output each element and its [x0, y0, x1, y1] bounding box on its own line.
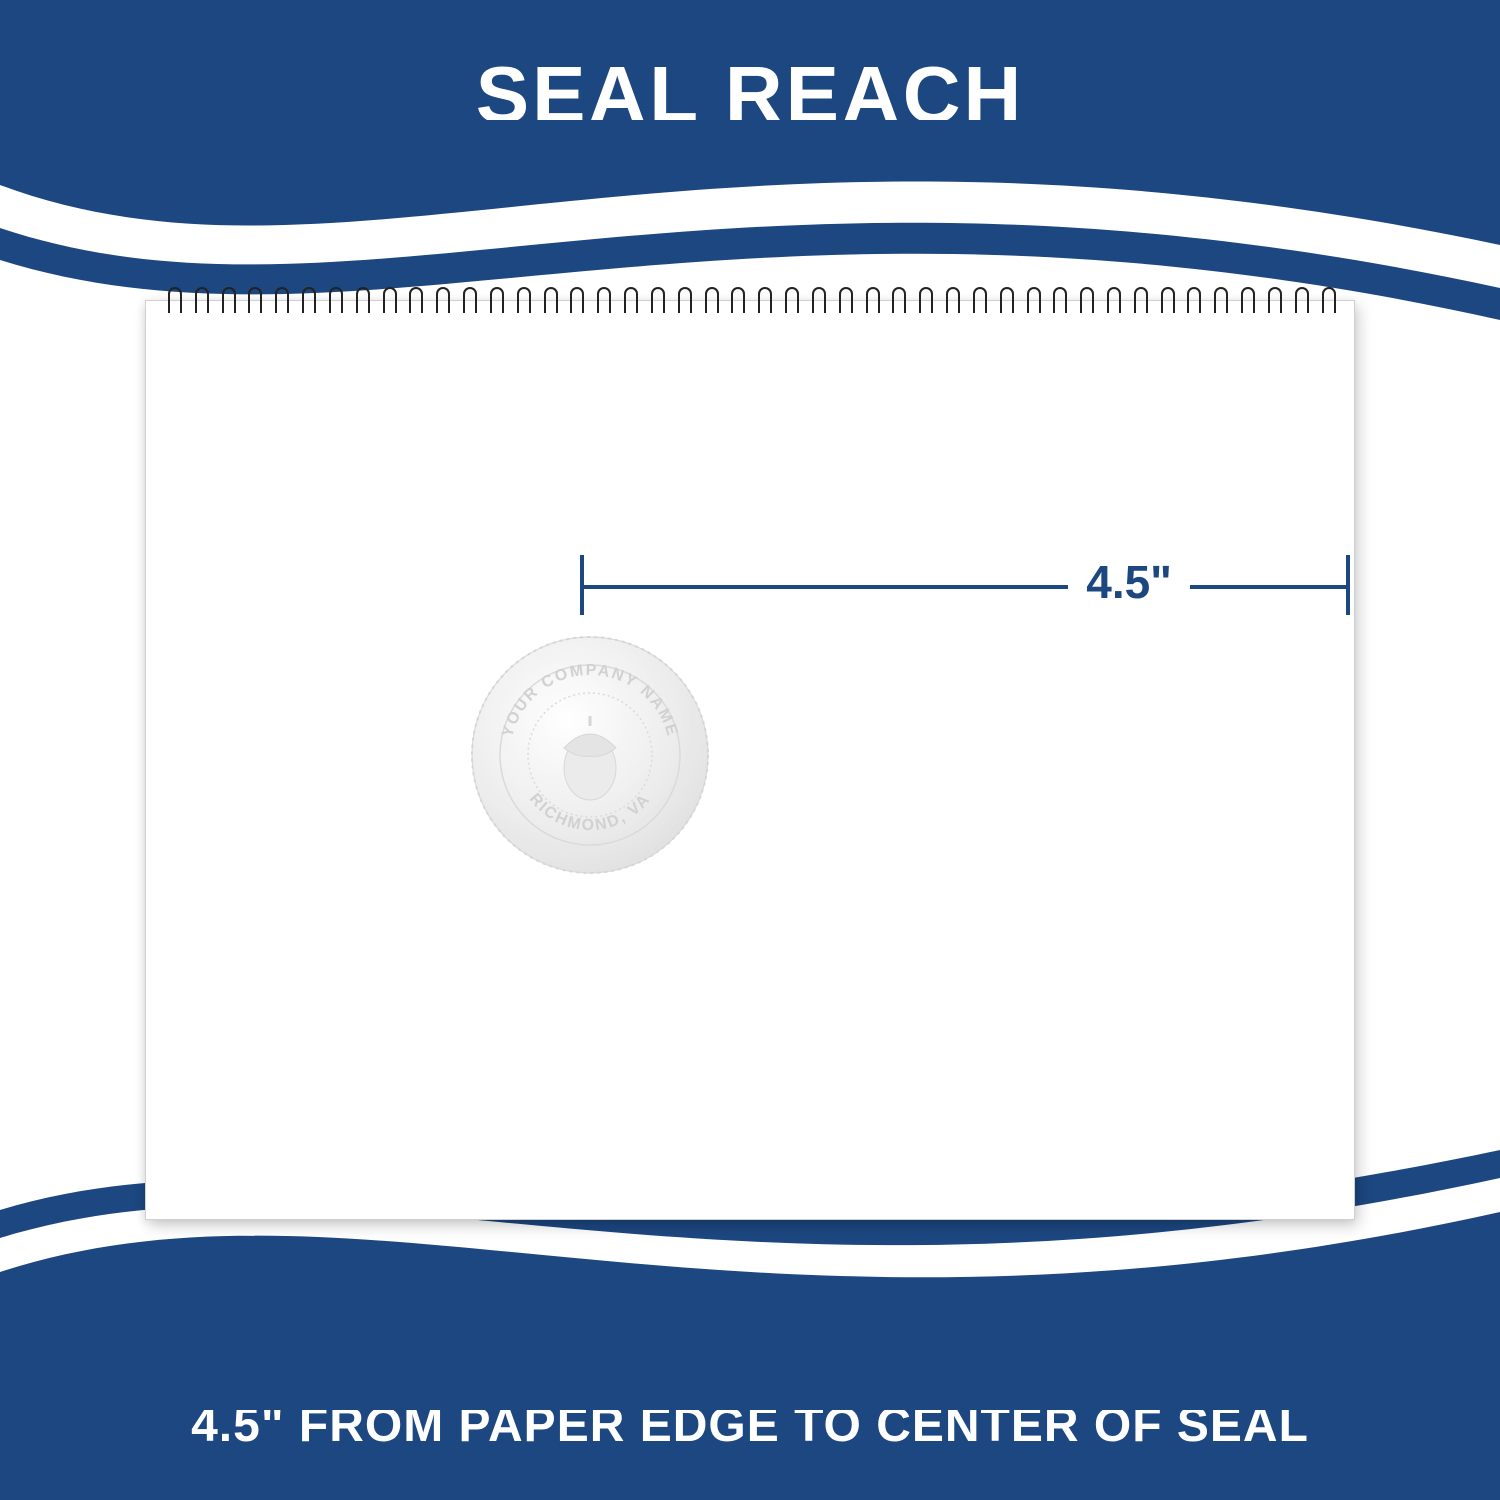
spiral-ring	[381, 287, 395, 315]
measurement-tick-right	[1346, 555, 1350, 615]
header-bar: SEAL REACH	[0, 0, 1500, 190]
page-title: SEAL REACH	[476, 49, 1025, 141]
spiral-ring	[1320, 287, 1334, 315]
spiral-ring	[407, 287, 421, 315]
spiral-ring	[703, 287, 717, 315]
spiral-ring	[998, 287, 1012, 315]
spiral-ring	[944, 287, 958, 315]
spiral-ring	[595, 287, 609, 315]
measurement-value: 4.5"	[1068, 555, 1190, 609]
spiral-ring	[354, 287, 368, 315]
measurement-indicator: 4.5"	[580, 545, 1350, 625]
spiral-ring	[193, 287, 207, 315]
measurement-line	[580, 585, 1350, 589]
spiral-ring	[864, 287, 878, 315]
spiral-ring	[890, 287, 904, 315]
spiral-ring	[1025, 287, 1039, 315]
spiral-ring	[622, 287, 636, 315]
spiral-ring	[515, 287, 529, 315]
spiral-ring	[917, 287, 931, 315]
spiral-ring	[1051, 287, 1065, 315]
embossed-seal: YOUR COMPANY NAME RICHMOND, VA	[465, 630, 715, 880]
spiral-ring	[1159, 287, 1173, 315]
spiral-ring	[729, 287, 743, 315]
spiral-ring	[1212, 287, 1226, 315]
spiral-ring	[783, 287, 797, 315]
spiral-ring	[461, 287, 475, 315]
spiral-ring	[649, 287, 663, 315]
spiral-ring	[756, 287, 770, 315]
footer-text: 4.5" FROM PAPER EDGE TO CENTER OF SEAL	[191, 1398, 1309, 1453]
spiral-ring	[1078, 287, 1092, 315]
spiral-ring	[568, 287, 582, 315]
spiral-ring	[1105, 287, 1119, 315]
spiral-ring	[488, 287, 502, 315]
spiral-ring	[434, 287, 448, 315]
spiral-ring	[1266, 287, 1280, 315]
spiral-ring	[971, 287, 985, 315]
spiral-ring	[220, 287, 234, 315]
spiral-ring	[837, 287, 851, 315]
notepad	[145, 300, 1355, 1220]
spiral-ring	[1132, 287, 1146, 315]
spiral-ring	[273, 287, 287, 315]
spiral-binding	[166, 287, 1334, 317]
spiral-ring	[327, 287, 341, 315]
footer-bar: 4.5" FROM PAPER EDGE TO CENTER OF SEAL	[0, 1350, 1500, 1500]
spiral-ring	[676, 287, 690, 315]
spiral-ring	[542, 287, 556, 315]
spiral-ring	[300, 287, 314, 315]
spiral-ring	[166, 287, 180, 315]
spiral-ring	[810, 287, 824, 315]
spiral-ring	[1185, 287, 1199, 315]
spiral-ring	[1239, 287, 1253, 315]
spiral-ring	[246, 287, 260, 315]
spiral-ring	[1293, 287, 1307, 315]
